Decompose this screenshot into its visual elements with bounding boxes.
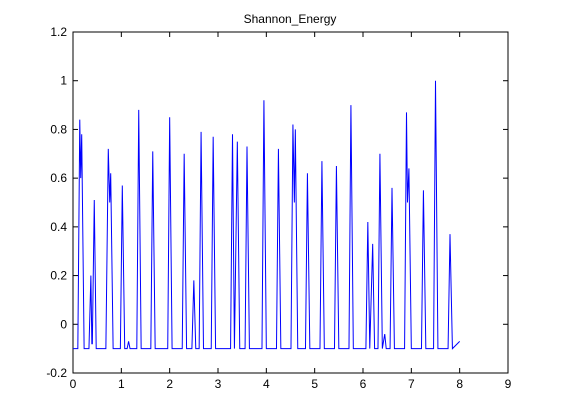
y-tick-label: 0.6 — [50, 171, 67, 185]
y-tick-label: -0.2 — [46, 366, 67, 380]
chart-title: Shannon_Energy — [244, 12, 337, 26]
x-tick-label: 7 — [408, 377, 415, 391]
y-tick-label: 0.4 — [50, 220, 67, 234]
x-tick-label: 5 — [311, 377, 318, 391]
x-tick-label: 3 — [215, 377, 222, 391]
y-tick-label: 0 — [60, 317, 67, 331]
x-tick-label: 2 — [166, 377, 173, 391]
x-tick-label: 1 — [118, 377, 125, 391]
x-tick-label: 8 — [456, 377, 463, 391]
x-tick-label: 6 — [360, 377, 367, 391]
series-line — [73, 80, 461, 350]
x-tick-label: 4 — [263, 377, 270, 391]
x-tick-label: 0 — [70, 377, 77, 391]
x-tick-label: 9 — [505, 377, 512, 391]
y-tick-label: 0.2 — [50, 269, 67, 283]
y-tick-label: 1.2 — [50, 25, 67, 39]
y-tick-label: 0.8 — [50, 122, 67, 136]
y-tick-label: 1 — [60, 74, 67, 88]
